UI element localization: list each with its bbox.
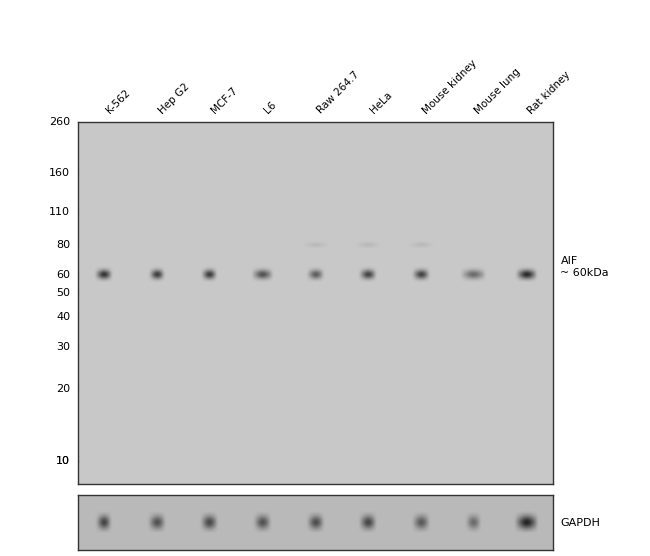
Text: Mouse kidney: Mouse kidney — [421, 58, 478, 116]
Text: 10: 10 — [56, 455, 70, 465]
Text: Mouse lung: Mouse lung — [473, 67, 523, 116]
Text: HeLa: HeLa — [368, 90, 394, 116]
Text: 40: 40 — [56, 312, 70, 321]
Text: Rat kidney: Rat kidney — [526, 70, 573, 116]
Text: 20: 20 — [56, 384, 70, 394]
Text: L6: L6 — [263, 100, 278, 116]
Text: Hep G2: Hep G2 — [157, 81, 192, 116]
Text: 260: 260 — [49, 117, 70, 127]
Text: 60: 60 — [56, 270, 70, 280]
Text: 160: 160 — [49, 168, 70, 178]
Text: K-562: K-562 — [105, 88, 132, 116]
Text: 80: 80 — [56, 240, 70, 250]
Text: 10: 10 — [56, 455, 70, 465]
Text: 110: 110 — [49, 207, 70, 217]
Text: 50: 50 — [56, 289, 70, 299]
Text: GAPDH: GAPDH — [560, 518, 601, 528]
Text: Raw 264.7: Raw 264.7 — [315, 70, 361, 116]
Text: AIF
~ 60kDa: AIF ~ 60kDa — [560, 256, 609, 277]
Text: 30: 30 — [56, 341, 70, 351]
Text: MCF-7: MCF-7 — [210, 86, 240, 116]
